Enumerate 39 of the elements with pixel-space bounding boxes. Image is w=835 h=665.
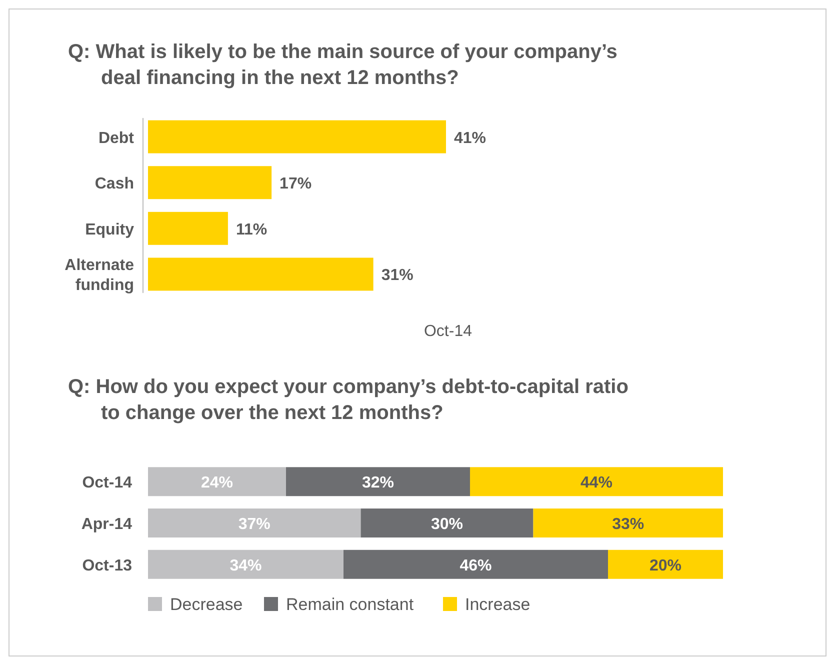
y-tick-label: Oct-14 (82, 474, 132, 492)
data-label: 30% (430, 516, 464, 533)
bar (608, 550, 723, 579)
bar (148, 508, 361, 538)
y-tick-label: Equity (85, 221, 134, 238)
x-axis-title: Oct-14 (424, 323, 472, 340)
data-label: 33% (612, 516, 644, 533)
bar (470, 467, 723, 496)
data-label: 32% (362, 474, 394, 492)
bar (286, 467, 470, 496)
data-label: 20% (649, 557, 682, 574)
y-tick-label: Alternate funding (64, 257, 134, 294)
data-label: 17% (280, 176, 312, 193)
bar (360, 508, 534, 538)
legend-label: Remain constant (286, 595, 414, 614)
data-label: 24% (200, 474, 234, 492)
bar (148, 550, 344, 579)
bar (344, 550, 608, 579)
y-tick-label: Debt (98, 130, 135, 147)
chart-title: Q: What is likely to be the main source of your company’s deal financing in the next 12 months? (68, 41, 618, 89)
data-label: 44% (580, 474, 613, 492)
bar (148, 212, 228, 245)
y-tick-label: Apr-14 (81, 516, 132, 533)
data-label: 11% (236, 221, 268, 238)
data-label: 41% (454, 130, 486, 147)
chart-title: Q: How do you expect your company’s debt-to-capital ratio to change over the next 12 months? (68, 376, 628, 424)
legend-label: Decrease (170, 595, 243, 614)
data-label: 34% (230, 557, 262, 574)
y-tick-label: Oct-13 (82, 557, 132, 574)
data-label: 37% (238, 516, 270, 533)
bar (533, 508, 723, 538)
data-label: 31% (381, 267, 414, 284)
bar (148, 258, 374, 291)
y-tick-label: Cash (94, 176, 134, 193)
bar (148, 467, 286, 496)
bar (148, 120, 446, 154)
legend-label: Increase (465, 595, 530, 614)
data-label: 46% (460, 557, 492, 574)
bar (148, 166, 272, 200)
